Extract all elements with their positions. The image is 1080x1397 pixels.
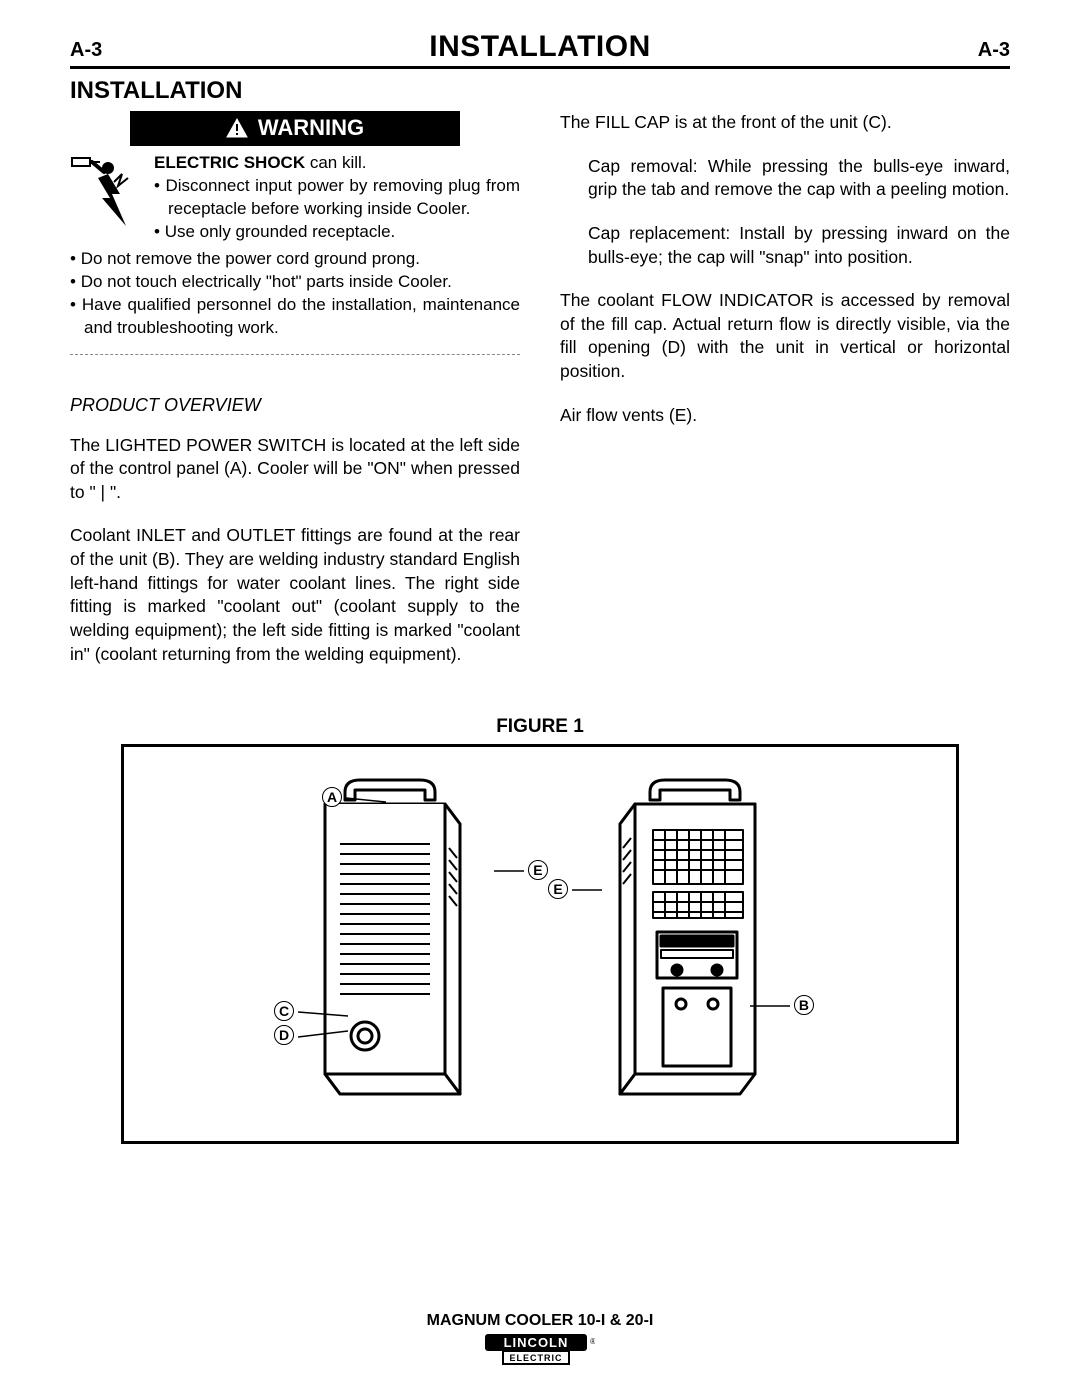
body-paragraph: The FILL CAP is at the front of the unit… <box>560 111 1010 135</box>
shock-bullets-inner: Disconnect input power by removing plug … <box>154 175 520 244</box>
bullet-item: Do not touch electrically "hot" parts in… <box>70 271 520 294</box>
section-title: INSTALLATION <box>70 77 1010 105</box>
page-number-right: A-3 <box>978 39 1010 62</box>
shock-block: ELECTRIC SHOCK can kill. Disconnect inpu… <box>70 152 520 244</box>
callout-b: B <box>750 995 814 1015</box>
bullet-item: Use only grounded receptacle. <box>154 221 520 244</box>
bullet-item: Do not remove the power cord ground pron… <box>70 248 520 271</box>
svg-text:ELECTRIC: ELECTRIC <box>510 1353 563 1363</box>
left-column: WARNING EL <box>70 111 520 686</box>
warning-banner: WARNING <box>130 111 460 146</box>
callout-a: A <box>322 787 386 807</box>
figure-title: FIGURE 1 <box>70 716 1010 738</box>
svg-text:LINCOLN: LINCOLN <box>504 1335 569 1350</box>
page-footer: MAGNUM COOLER 10-I & 20-I LINCOLN ® ELEC… <box>0 1312 1080 1371</box>
cooler-rear-diagram <box>595 774 795 1114</box>
body-paragraph: Air flow vents (E). <box>560 404 1010 428</box>
callout-e-right: E <box>548 879 602 899</box>
shock-heading-rest: can kill. <box>305 153 366 172</box>
body-paragraph: The coolant FLOW INDICATOR is accessed b… <box>560 289 1010 384</box>
body-paragraph: Cap replacement: Install by pressing inw… <box>588 222 1010 269</box>
cooler-front-diagram <box>285 774 485 1114</box>
body-paragraph: Cap removal: While pressing the bulls-ey… <box>588 155 1010 202</box>
bullet-item: Disconnect input power by removing plug … <box>154 175 520 221</box>
electric-shock-icon <box>70 152 142 244</box>
warning-label: WARNING <box>258 115 364 141</box>
callout-e-left: E <box>494 860 548 880</box>
content-columns: WARNING EL <box>70 111 1010 686</box>
shock-text: ELECTRIC SHOCK can kill. Disconnect inpu… <box>154 152 520 244</box>
callout-c: C <box>274 1001 348 1021</box>
page-number-left: A-3 <box>70 39 102 62</box>
footer-product-name: MAGNUM COOLER 10-I & 20-I <box>0 1312 1080 1330</box>
body-paragraph: Coolant INLET and OUTLET fittings are fo… <box>70 524 520 666</box>
figure-box: A E E C D B <box>121 744 959 1144</box>
svg-text:®: ® <box>590 1337 595 1346</box>
body-paragraph: The LIGHTED POWER SWITCH is located at t… <box>70 434 520 505</box>
shock-heading-bold: ELECTRIC SHOCK <box>154 153 305 172</box>
overview-heading: PRODUCT OVERVIEW <box>70 395 520 416</box>
callout-d: D <box>274 1025 348 1045</box>
warning-triangle-icon <box>226 118 248 138</box>
shock-bullets-outer: Do not remove the power cord ground pron… <box>70 248 520 340</box>
bullet-item: Have qualified personnel do the installa… <box>70 294 520 340</box>
lincoln-electric-logo: LINCOLN ® ELECTRIC <box>485 1334 595 1371</box>
page-header: A-3 INSTALLATION A-3 <box>70 30 1010 69</box>
dashed-divider <box>70 354 520 355</box>
right-column: The FILL CAP is at the front of the unit… <box>560 111 1010 686</box>
page-title: INSTALLATION <box>429 30 651 64</box>
